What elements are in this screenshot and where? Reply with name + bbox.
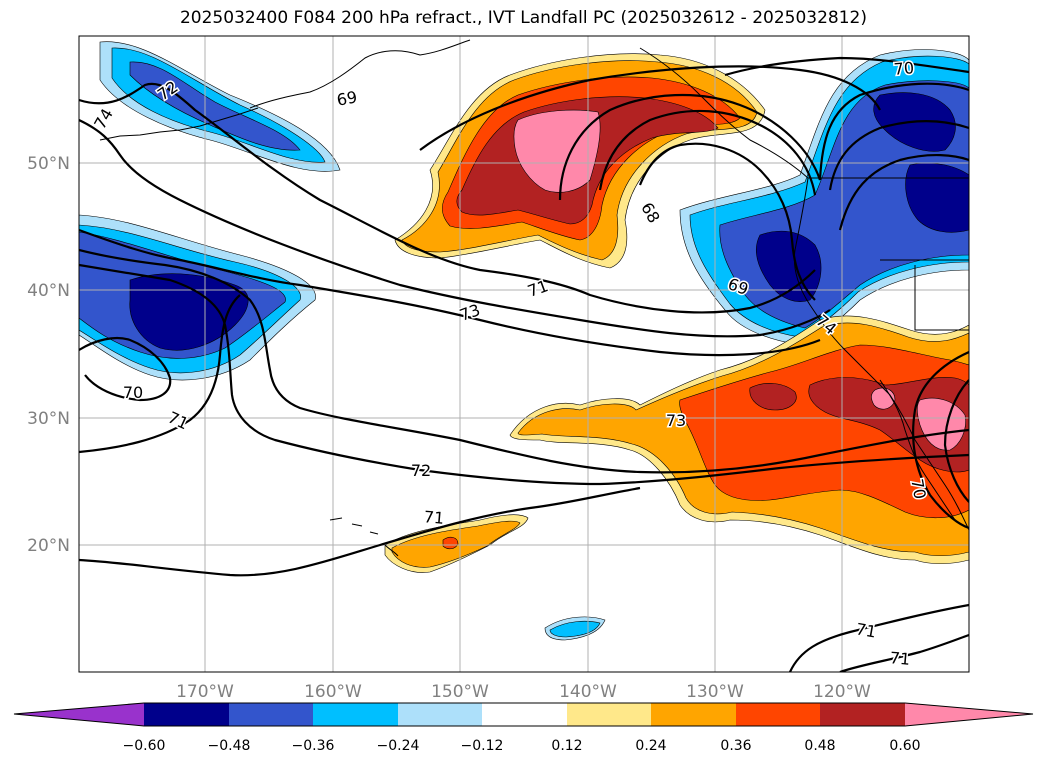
contour-label: 70 bbox=[907, 477, 929, 500]
lat-label: 30°N bbox=[27, 409, 70, 429]
lon-label: 170°W bbox=[176, 682, 234, 702]
colorbar-outline bbox=[13, 702, 1034, 727]
contour-path bbox=[419, 65, 881, 151]
lon-label: 160°W bbox=[304, 682, 362, 702]
colorbar-segment bbox=[567, 703, 651, 726]
colorbar-tick-label: 0.24 bbox=[635, 738, 666, 754]
contour-path bbox=[79, 294, 241, 454]
lat-label: 50°N bbox=[27, 154, 70, 174]
colorbar-tick-label: −0.48 bbox=[208, 738, 251, 754]
colorbar-segment bbox=[736, 703, 820, 726]
lon-label: 120°W bbox=[813, 682, 871, 702]
colorbar-segment bbox=[482, 703, 567, 726]
colorbar-segment bbox=[398, 703, 482, 726]
contour-path bbox=[818, 82, 969, 181]
latitude-labels: 50°N 40°N 30°N 20°N bbox=[27, 154, 70, 556]
contour-label: 69 bbox=[335, 87, 358, 109]
neg-region-nw-core bbox=[129, 61, 301, 151]
contour-path bbox=[79, 119, 831, 338]
contour-path bbox=[839, 633, 969, 672]
contour-path bbox=[912, 350, 969, 530]
colorbar-extend-left bbox=[14, 703, 144, 726]
lon-label: 140°W bbox=[559, 682, 617, 702]
pos-region-n-pink bbox=[513, 109, 601, 193]
contour-path bbox=[788, 603, 969, 672]
colorbar-tick-label: −0.24 bbox=[377, 738, 420, 754]
colorbar-tick-label: 0.12 bbox=[551, 738, 582, 754]
contour-label: 73 bbox=[666, 411, 686, 430]
colorbar-tick-label: 0.60 bbox=[889, 738, 920, 754]
colorbar-segment bbox=[229, 703, 313, 726]
coast-aleutians bbox=[99, 107, 259, 141]
coast-mexico bbox=[914, 439, 969, 531]
colorbar-tick-label: −0.12 bbox=[461, 738, 504, 754]
colorbar-tick-label: 0.36 bbox=[720, 738, 751, 754]
contour-label: 71 bbox=[889, 648, 911, 669]
contour-label: 71 bbox=[423, 507, 445, 528]
map-panel: 72 74 69 70 68 71 73 69 74 70 71 73 72 7… bbox=[78, 35, 970, 673]
colorbar: −0.60 −0.48 −0.36 −0.24 −0.12 0.12 0.24 … bbox=[13, 702, 1034, 754]
lon-label: 150°W bbox=[431, 682, 489, 702]
contour-path bbox=[943, 379, 969, 503]
colorbar-tick-label: 0.48 bbox=[804, 738, 835, 754]
coast-baja bbox=[879, 379, 956, 521]
pos-region-hawaii-core bbox=[442, 536, 459, 550]
longitude-labels: 170°W 160°W 150°W 140°W 130°W 120°W bbox=[176, 682, 871, 702]
contour-path bbox=[79, 82, 816, 314]
contour-label: 72 bbox=[411, 461, 431, 480]
contour-label: 71 bbox=[854, 619, 877, 641]
neg-region-ne-core1 bbox=[756, 230, 822, 302]
contour-path bbox=[638, 142, 816, 301]
contour-label: 70 bbox=[123, 383, 143, 402]
colorbar-segment bbox=[144, 703, 229, 726]
lat-label: 40°N bbox=[27, 281, 70, 301]
lon-label: 130°W bbox=[686, 682, 744, 702]
contour-path bbox=[558, 93, 822, 201]
contour-path bbox=[828, 120, 969, 191]
contour-path bbox=[79, 486, 641, 577]
contour-path bbox=[724, 56, 969, 77]
colorbar-tick-label: −0.36 bbox=[292, 738, 335, 754]
coast-alaska bbox=[249, 39, 471, 109]
map-title: 2025032400 F084 200 hPa refract., IVT La… bbox=[179, 8, 867, 28]
neg-region-w-core bbox=[129, 273, 249, 351]
contour-path bbox=[598, 109, 817, 196]
colorbar-segment bbox=[651, 703, 736, 726]
contour-path bbox=[79, 263, 969, 486]
colorbar-extend-right bbox=[905, 703, 1033, 726]
colorbar-segment bbox=[820, 703, 905, 726]
map-frame bbox=[78, 35, 970, 673]
contour-path bbox=[79, 228, 821, 357]
pos-region-se-red bbox=[749, 383, 797, 411]
refractivity-contours bbox=[79, 56, 969, 672]
border-states bbox=[880, 259, 969, 331]
contour-label: 70 bbox=[893, 58, 915, 79]
neg-region-ne-core3 bbox=[905, 162, 969, 233]
hawaii-islands bbox=[329, 517, 399, 557]
colorbar-tick-label: −0.60 bbox=[123, 738, 166, 754]
lat-label: 20°N bbox=[27, 536, 70, 556]
contour-path bbox=[838, 153, 969, 231]
contour-path bbox=[79, 248, 969, 474]
graticule bbox=[79, 36, 969, 672]
contour-path bbox=[79, 336, 172, 402]
colorbar-segment bbox=[313, 703, 398, 726]
